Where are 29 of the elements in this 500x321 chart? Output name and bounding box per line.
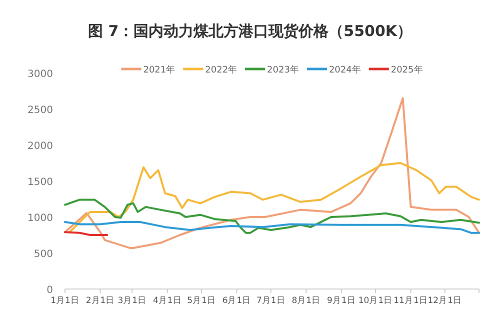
y-tick-label: 3000 — [28, 69, 53, 80]
legend-label: 2023年 — [267, 64, 299, 76]
x-tick-label: 3月1日 — [118, 296, 147, 306]
x-tick-label: 10月1日 — [358, 296, 393, 306]
x-tick-label: 11月1日 — [394, 296, 428, 306]
x-tick-label: 4月1日 — [152, 296, 182, 306]
x-tick-label: 8月1日 — [292, 296, 321, 306]
line-series — [64, 221, 480, 234]
line-series — [64, 198, 480, 234]
x-tick-label: 1月1日 — [50, 296, 80, 306]
line-series — [64, 97, 480, 249]
y-tick-label: 1500 — [28, 177, 53, 188]
legend-label: 2025年 — [390, 64, 423, 76]
x-tick-label: 12月1日 — [428, 296, 462, 306]
x-tick-label: 9月1日 — [326, 296, 356, 306]
y-tick-label: 0 — [46, 285, 53, 296]
legend-label: 2021年 — [143, 64, 176, 76]
x-tick-label: 5月1日 — [187, 296, 216, 306]
chart-title: 图 7：国内动力煤北方港口现货价格（5500K） — [88, 22, 412, 40]
y-tick-label: 2500 — [28, 105, 53, 116]
legend-label: 2022年 — [205, 64, 238, 76]
x-tick-label: 6月1日 — [222, 296, 252, 306]
x-tick-label: 2月1日 — [86, 296, 115, 306]
line-series — [68, 162, 480, 234]
x-tick-label: 7月1日 — [256, 296, 286, 306]
y-tick-label: 2000 — [28, 141, 53, 152]
legend-label: 2024年 — [328, 64, 361, 76]
y-tick-label: 500 — [34, 249, 53, 260]
y-tick-label: 1000 — [28, 213, 53, 224]
